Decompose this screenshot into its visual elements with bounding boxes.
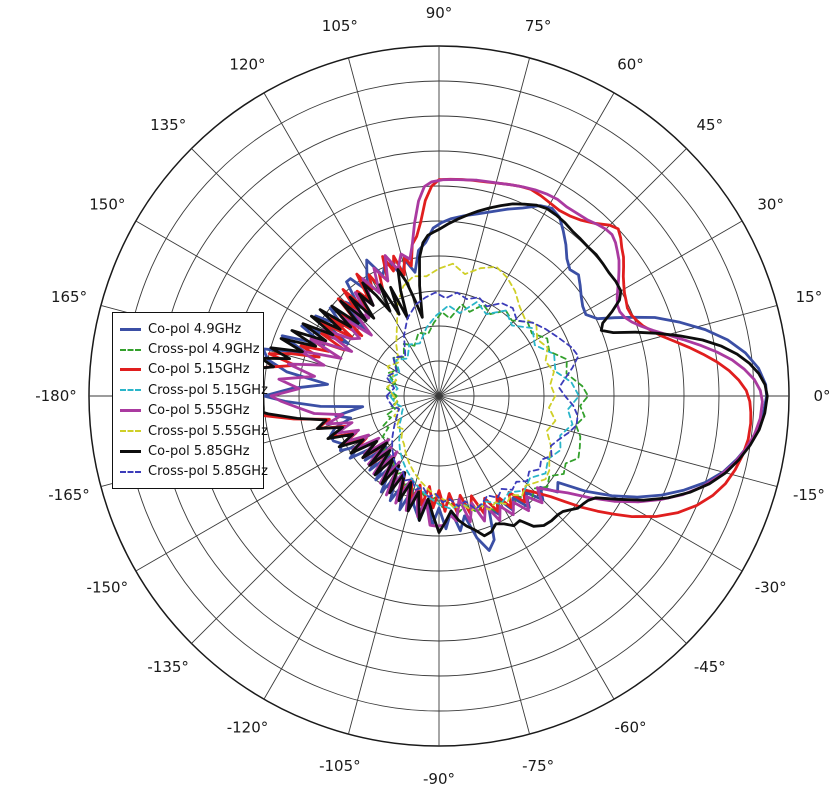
series-cross-pol-5.55ghz: [386, 262, 557, 512]
legend-item: Cross-pol 4.9GHz: [120, 339, 260, 359]
theta-tick-label: 120°: [229, 55, 265, 73]
polar-grid-spoke: [438, 395, 615, 700]
legend-item: Cross-pol 5.15GHz: [120, 380, 268, 400]
legend-box: Co-pol 4.9GHz Cross-pol 4.9GHz Co-pol 5.15…: [112, 312, 268, 490]
polar-grid-spoke: [438, 304, 778, 397]
legend-label: Co-pol 5.55GHz: [148, 403, 250, 419]
polar-grid-spoke: [438, 395, 743, 572]
polar-grid-spoke: [438, 92, 615, 397]
polar-grid-spoke: [347, 57, 440, 397]
series-cross-pol-5.85ghz: [385, 291, 580, 511]
theta-tick-label: -120°: [227, 719, 269, 737]
series-co-pol-5.15ghz: [211, 177, 753, 518]
theta-tick-label: -60°: [615, 719, 647, 737]
legend-label: Cross-pol 4.9GHz: [148, 342, 260, 358]
r-tick-label: 0: [0, 0, 5, 4]
polar-grid-spoke: [135, 395, 440, 572]
r-tick-label: 20: [0, 0, 10, 4]
r-tick-label: 15: [0, 0, 10, 4]
polar-grid-spoke: [438, 220, 743, 397]
theta-tick-label: 150°: [89, 196, 125, 214]
legend-item: Cross-pol 5.85GHz: [120, 462, 268, 482]
legend-swatch-solid: [120, 368, 141, 372]
theta-tick-label: 45°: [697, 116, 724, 134]
theta-tick-label: -45°: [694, 658, 726, 676]
legend-swatch-solid: [120, 450, 141, 454]
legend-label: Co-pol 4.9GHz: [148, 321, 242, 337]
r-tick-label: -5: [0, 0, 7, 4]
theta-tick-label: 75°: [525, 17, 552, 35]
legend-swatch-solid: [120, 327, 141, 331]
legend-swatch-dashed: [120, 348, 141, 351]
polar-grid-spoke: [438, 148, 687, 397]
r-tick-label: 10: [0, 0, 10, 4]
theta-tick-label: 30°: [757, 196, 784, 214]
theta-tick-label: 15°: [796, 288, 823, 306]
theta-tick-label: -135°: [147, 658, 189, 676]
polar-grid-spoke: [347, 395, 440, 735]
theta-tick-label: 0°: [813, 387, 830, 405]
legend-label: Co-pol 5.85GHz: [148, 444, 250, 460]
theta-tick-label: 60°: [617, 55, 644, 73]
polar-grid-spoke: [438, 395, 687, 644]
legend-swatch-solid: [120, 409, 141, 413]
polar-grid-spoke: [438, 57, 531, 397]
legend-item: Co-pol 4.9GHz: [120, 319, 255, 339]
theta-tick-label: -90°: [423, 770, 455, 788]
theta-tick-label: 105°: [322, 17, 358, 35]
legend-label: Cross-pol 5.85GHz: [148, 464, 268, 480]
legend-item: Co-pol 5.15GHz: [120, 360, 255, 380]
r-tick-label: 5: [0, 0, 5, 4]
polar-grid-spoke: [438, 395, 531, 735]
theta-tick-label: -15°: [793, 486, 825, 504]
theta-tick-label: -105°: [319, 757, 361, 775]
r-tick-label: -20: [0, 0, 12, 4]
series-co-pol-5.85ghz: [212, 202, 769, 538]
r-tick-label: -15: [0, 0, 12, 4]
legend-label: Cross-pol 5.15GHz: [148, 382, 268, 398]
theta-tick-label: 165°: [51, 288, 87, 306]
r-tick-label: -10: [0, 0, 12, 4]
legend-swatch-dashed: [120, 389, 141, 392]
series-co-pol-4.9ghz: [261, 204, 768, 552]
legend-swatch-dashed: [120, 430, 141, 433]
polar-grid-spoke: [263, 395, 440, 700]
legend-item: Cross-pol 5.55GHz: [120, 421, 268, 441]
theta-tick-label: -30°: [755, 579, 787, 597]
theta-tick-label: -180°: [35, 387, 77, 405]
theta-tick-label: -150°: [87, 579, 129, 597]
r-tick-label: -25: [0, 0, 12, 4]
legend-label: Cross-pol 5.55GHz: [148, 423, 268, 439]
theta-tick-label: 135°: [150, 116, 186, 134]
legend-label: Co-pol 5.15GHz: [148, 362, 250, 378]
legend-item: Co-pol 5.85GHz: [120, 441, 255, 461]
theta-tick-label: -165°: [48, 486, 90, 504]
polar-grid-spoke: [191, 395, 440, 644]
series-cross-pol-5.15ghz: [388, 300, 580, 511]
polar-grid-spoke: [438, 395, 778, 488]
theta-tick-label: 90°: [426, 4, 453, 22]
legend-item: Co-pol 5.55GHz: [120, 401, 255, 421]
theta-tick-label: -75°: [522, 757, 554, 775]
legend-swatch-dashed: [120, 470, 141, 473]
